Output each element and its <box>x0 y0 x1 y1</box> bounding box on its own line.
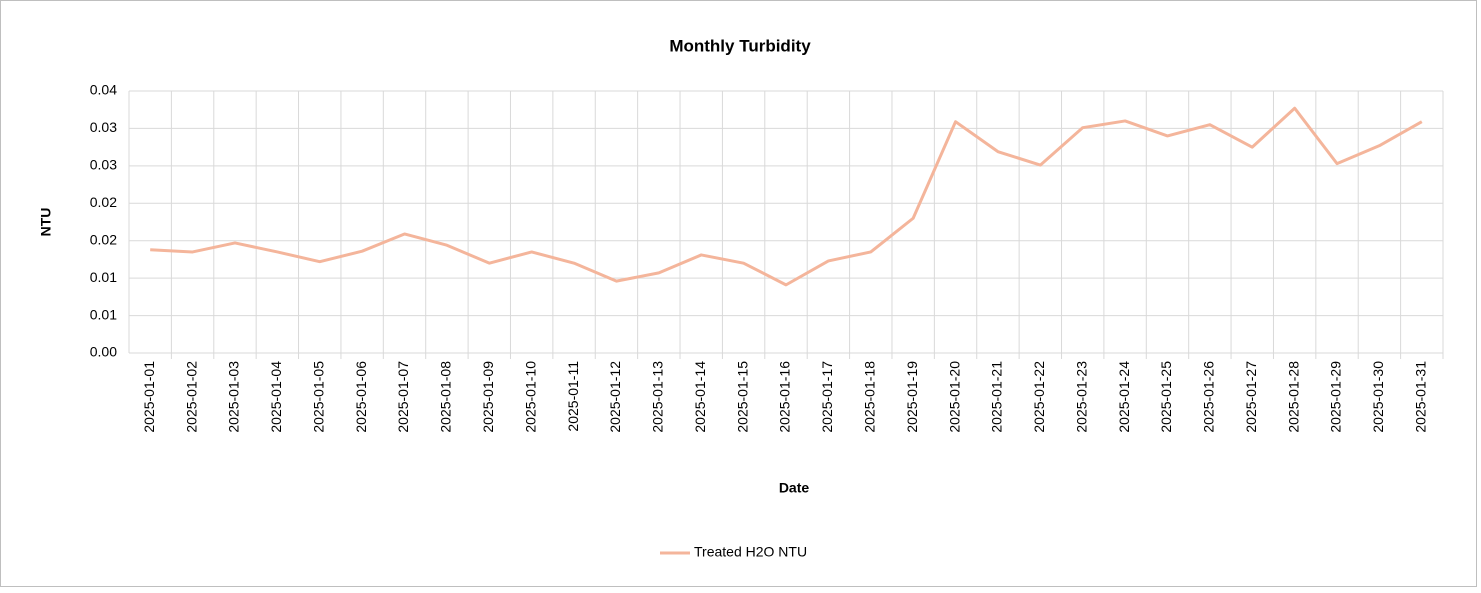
x-tick-label: 2025-01-15 <box>734 361 750 433</box>
x-tick-label: 2025-01-21 <box>989 361 1005 433</box>
x-tick-label: 2025-01-07 <box>395 361 411 433</box>
x-tick-label: 2025-01-11 <box>565 361 581 432</box>
legend-label: Treated H2O NTU <box>694 544 807 560</box>
x-tick-label: 2025-01-12 <box>607 361 623 433</box>
x-tick-label: 2025-01-14 <box>692 361 708 433</box>
x-tick-label: 2025-01-22 <box>1031 361 1047 433</box>
x-tick-label: 2025-01-25 <box>1158 361 1174 433</box>
y-tick-label: 0.01 <box>90 269 117 285</box>
x-tick-label: 2025-01-06 <box>353 361 369 433</box>
x-tick-label: 2025-01-04 <box>268 361 284 433</box>
y-tick-label: 0.02 <box>90 231 117 247</box>
x-tick-label: 2025-01-08 <box>438 361 454 433</box>
x-tick-label: 2025-01-19 <box>904 361 920 433</box>
x-tick-label: 2025-01-02 <box>183 361 199 433</box>
data-line <box>150 106 1423 287</box>
x-tick-label: 2025-01-05 <box>310 361 326 433</box>
x-tick-label: 2025-01-10 <box>522 361 538 433</box>
x-tick-label: 2025-01-03 <box>226 361 242 433</box>
x-tick-label: 2025-01-24 <box>1116 361 1132 433</box>
x-tick-label: 2025-01-28 <box>1285 361 1301 433</box>
y-tick-label: 0.03 <box>90 119 117 135</box>
y-axis-title: NTU <box>38 208 54 237</box>
x-tick-label: 2025-01-20 <box>946 361 962 433</box>
chart-title: Monthly Turbidity <box>669 36 811 55</box>
x-tick-label: 2025-01-09 <box>480 361 496 433</box>
y-tick-label: 0.01 <box>90 306 117 322</box>
x-tick-label: 2025-01-13 <box>650 361 666 433</box>
x-tick-label: 2025-01-29 <box>1328 361 1344 433</box>
x-tick-label: 2025-01-27 <box>1243 361 1259 433</box>
y-tick-label: 0.02 <box>90 194 117 210</box>
y-tick-label: 0.03 <box>90 157 117 173</box>
y-tick-label: 0.04 <box>90 82 117 98</box>
x-tick-label: 2025-01-18 <box>861 361 877 433</box>
x-tick-label: 2025-01-31 <box>1413 361 1429 433</box>
y-tick-label: 0.00 <box>90 344 117 360</box>
x-tick-label: 2025-01-17 <box>819 361 835 433</box>
x-axis-title: Date <box>779 480 810 496</box>
x-tick-label: 2025-01-01 <box>141 361 157 433</box>
x-tick-label: 2025-01-16 <box>777 361 793 433</box>
x-tick-label: 2025-01-23 <box>1073 361 1089 433</box>
x-tick-label: 2025-01-30 <box>1370 361 1386 433</box>
x-tick-label: 2025-01-26 <box>1201 361 1217 433</box>
